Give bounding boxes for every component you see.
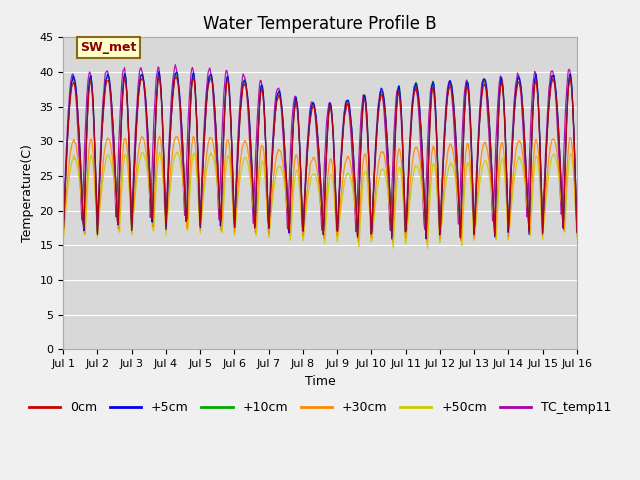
Text: SW_met: SW_met xyxy=(80,41,136,54)
Legend: 0cm, +5cm, +10cm, +30cm, +50cm, TC_temp11: 0cm, +5cm, +10cm, +30cm, +50cm, TC_temp1… xyxy=(24,396,616,419)
Y-axis label: Temperature(C): Temperature(C) xyxy=(20,144,34,242)
Title: Water Temperature Profile B: Water Temperature Profile B xyxy=(203,15,437,33)
X-axis label: Time: Time xyxy=(305,374,335,387)
